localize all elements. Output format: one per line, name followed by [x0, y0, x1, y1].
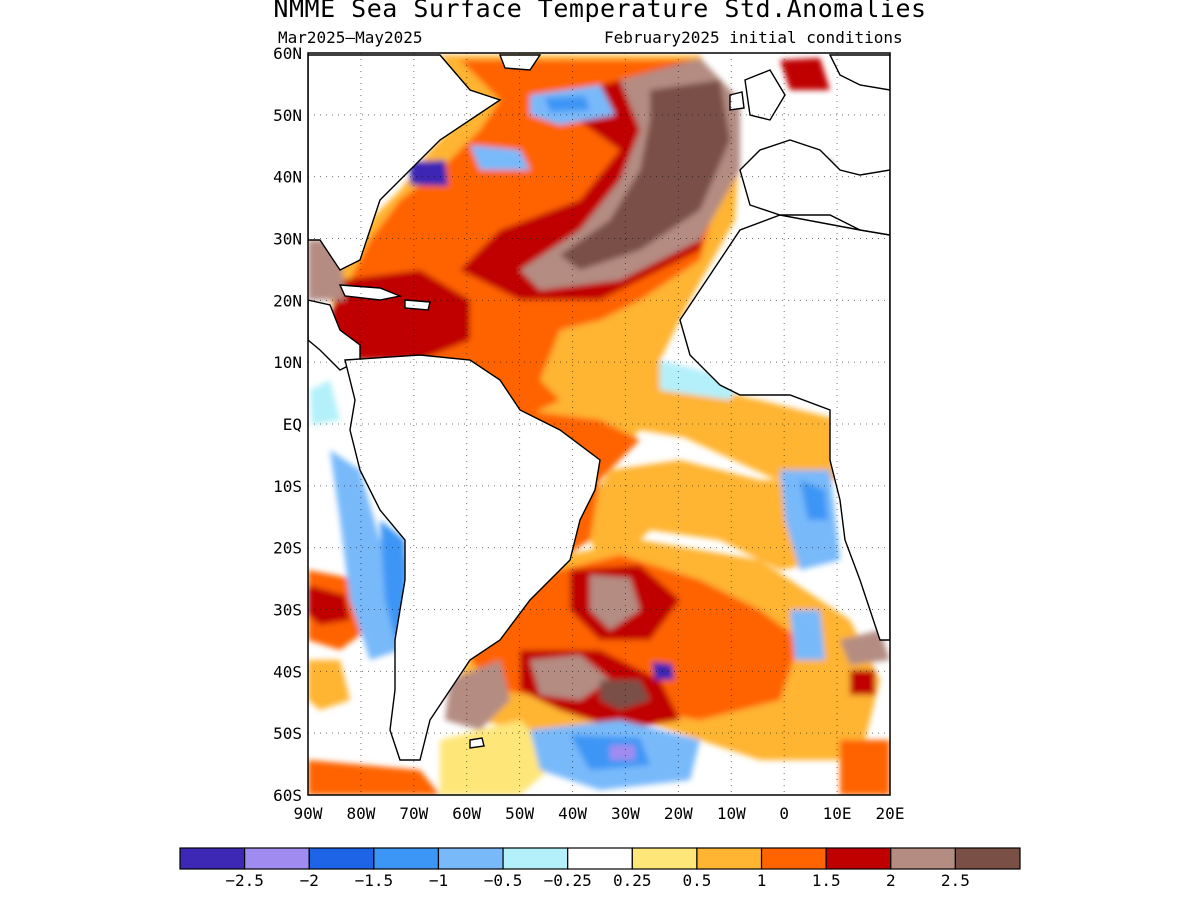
- colorbar-label: −2.5: [225, 871, 264, 890]
- lon-tick-label: 20W: [664, 804, 693, 823]
- colorbar-labels: −2.5 −2 −1.5 −1 −0.5 −0.25 0.25 0.5 1 1.5 2 2.5: [225, 871, 969, 890]
- lat-tick-label: 10S: [273, 477, 302, 496]
- colorbar-swatch: [502, 847, 569, 870]
- longitude-axis: 90W 80W 70W 60W 50W 40W 30W 20W 10W 0 10E 20E: [294, 804, 905, 823]
- colorbar-swatch: [373, 847, 440, 870]
- colorbar-label: −0.5: [484, 871, 523, 890]
- colorbar-swatch: [631, 847, 698, 870]
- colorbar: [179, 847, 1021, 870]
- map-title: NMME Sea Surface Temperature Std.Anomali…: [273, 0, 927, 23]
- lat-tick-label: 30S: [273, 601, 302, 620]
- colorbar-swatch: [760, 847, 827, 870]
- colorbar-swatch: [179, 847, 246, 870]
- lat-tick-label: 40N: [273, 168, 302, 187]
- map-frame: [307, 52, 891, 796]
- colorbar-label: −1.5: [355, 871, 394, 890]
- lat-tick-label: 40S: [273, 662, 302, 681]
- lon-tick-label: 0: [779, 804, 789, 823]
- colorbar-swatch: [567, 847, 633, 870]
- lon-tick-label: 90W: [294, 804, 323, 823]
- colorbar-label: −2: [300, 871, 319, 890]
- lon-tick-label: 10W: [717, 804, 746, 823]
- lon-tick-label: 50W: [505, 804, 534, 823]
- colorbar-swatch: [244, 847, 310, 870]
- colorbar-swatch: [954, 847, 1021, 870]
- lat-tick-label: 50N: [273, 106, 302, 125]
- colorbar-label: 1: [757, 871, 767, 890]
- lat-tick-label: 20N: [273, 291, 302, 310]
- colorbar-label: 2.5: [941, 871, 970, 890]
- lon-tick-label: 70W: [399, 804, 428, 823]
- lat-tick-label: 60N: [273, 44, 302, 63]
- colorbar-label: −1: [429, 871, 448, 890]
- lat-tick-label: EQ: [283, 415, 302, 434]
- lat-tick-label: 50S: [273, 724, 302, 743]
- colorbar-swatch: [437, 847, 504, 870]
- colorbar-swatch: [308, 847, 375, 870]
- lon-tick-label: 10E: [823, 804, 852, 823]
- lat-tick-label: 20S: [273, 539, 302, 558]
- graticule: [308, 53, 890, 795]
- colorbar-swatch: [825, 847, 892, 870]
- lat-tick-label: 10N: [273, 353, 302, 372]
- lon-tick-label: 20E: [876, 804, 905, 823]
- lat-tick-label: 60S: [273, 786, 302, 805]
- lon-tick-label: 40W: [558, 804, 587, 823]
- lon-tick-label: 30W: [611, 804, 640, 823]
- lon-tick-label: 60W: [452, 804, 481, 823]
- anomaly-field: [308, 53, 890, 795]
- latitude-axis: 60N 50N 40N 30N 20N 10N EQ 10S 20S 30S 40S 50S 60S: [273, 44, 302, 805]
- colorbar-swatch: [696, 847, 763, 870]
- colorbar-label: 0.5: [682, 871, 711, 890]
- colorbar-label: 0.25: [613, 871, 652, 890]
- lon-tick-label: 80W: [346, 804, 375, 823]
- lat-tick-label: 30N: [273, 230, 302, 249]
- initial-conditions: February2025 initial conditions: [604, 28, 903, 47]
- forecast-period: Mar2025–May2025: [278, 28, 423, 47]
- continents: [308, 54, 890, 761]
- colorbar-label: 2: [886, 871, 896, 890]
- colorbar-label: 1.5: [812, 871, 841, 890]
- colorbar-swatch: [890, 847, 956, 870]
- colorbar-label: −0.25: [544, 871, 592, 890]
